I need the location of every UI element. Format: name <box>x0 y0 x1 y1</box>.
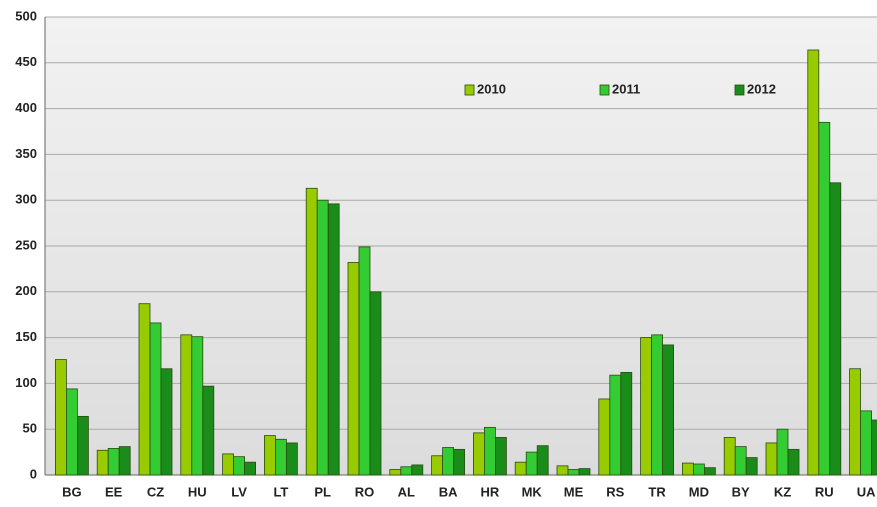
x-tick-label: MD <box>689 484 709 499</box>
bar <box>494 437 507 476</box>
bar <box>138 303 151 476</box>
bar <box>483 426 496 476</box>
y-tick-label: 500 <box>15 8 37 23</box>
bar <box>598 398 611 476</box>
bar <box>776 428 789 476</box>
x-tick-label: RS <box>606 484 624 499</box>
bar <box>765 442 778 476</box>
bar <box>118 446 131 476</box>
bar <box>651 334 663 476</box>
x-tick-label: BA <box>439 484 458 499</box>
legend-swatch <box>734 84 745 96</box>
bar <box>66 388 78 476</box>
bar <box>682 462 694 476</box>
bar <box>453 448 466 476</box>
bar <box>389 469 402 476</box>
legend-swatch <box>464 84 475 96</box>
bar <box>860 410 872 476</box>
bar <box>620 372 633 476</box>
x-tick-label: TR <box>648 484 666 499</box>
bar <box>305 187 318 476</box>
bar <box>180 334 193 476</box>
bar <box>536 445 549 476</box>
bar <box>358 246 371 476</box>
bar <box>233 456 246 476</box>
legend-label: 2012 <box>747 81 776 96</box>
x-tick-label: BG <box>62 484 82 499</box>
bar <box>411 464 424 476</box>
bar <box>871 419 877 476</box>
bar <box>829 182 842 476</box>
bar <box>662 344 674 476</box>
bar <box>107 448 120 476</box>
x-tick-label: HR <box>481 484 500 499</box>
y-tick-label: 50 <box>23 421 37 436</box>
bar <box>787 448 800 476</box>
legend-swatch <box>599 84 610 96</box>
x-tick-label: KZ <box>774 484 791 499</box>
y-tick-label: 0 <box>30 466 37 481</box>
bar <box>244 461 257 476</box>
x-tick-label: PL <box>314 484 331 499</box>
x-tick-label: ME <box>564 484 584 499</box>
y-tick-label: 350 <box>15 146 37 161</box>
bar <box>222 453 235 476</box>
bar <box>400 466 413 476</box>
bar <box>442 447 455 476</box>
y-tick-label: 200 <box>15 283 37 298</box>
bar <box>640 337 652 476</box>
x-tick-label: CZ <box>147 484 164 499</box>
bar <box>202 385 215 476</box>
y-tick-label: 250 <box>15 237 37 252</box>
bar <box>431 455 444 476</box>
bar <box>149 322 162 476</box>
bar <box>472 432 485 476</box>
bar <box>609 374 622 476</box>
bar <box>745 457 758 476</box>
x-tick-label: RU <box>815 484 834 499</box>
x-tick-label: MK <box>522 484 543 499</box>
bar <box>693 463 705 476</box>
x-tick-label: EE <box>105 484 123 499</box>
x-tick-label: UA <box>857 484 876 499</box>
y-tick-label: 100 <box>15 375 37 390</box>
bar <box>734 446 747 476</box>
x-tick-label: HU <box>188 484 207 499</box>
bar <box>316 199 329 476</box>
x-tick-label: RO <box>355 484 375 499</box>
bar <box>55 359 67 476</box>
bar <box>369 291 382 476</box>
bar <box>347 262 360 476</box>
bar <box>578 468 591 476</box>
bar <box>77 415 89 476</box>
bar <box>807 49 820 476</box>
bar <box>96 449 109 476</box>
bar <box>525 451 538 476</box>
bar <box>818 121 831 476</box>
bar <box>514 461 527 476</box>
legend-label: 2010 <box>477 81 506 96</box>
x-tick-label: BY <box>732 484 750 499</box>
bar <box>327 203 340 476</box>
y-tick-label: 450 <box>15 54 37 69</box>
x-tick-label: AL <box>398 484 415 499</box>
bar <box>704 467 716 476</box>
legend-label: 2011 <box>612 81 640 96</box>
y-tick-label: 400 <box>15 100 37 115</box>
x-tick-label: LT <box>273 484 288 499</box>
bar <box>274 438 287 476</box>
bar <box>849 368 861 476</box>
bar <box>263 435 276 476</box>
y-tick-label: 150 <box>15 329 37 344</box>
bar <box>191 336 204 476</box>
bar <box>567 469 580 476</box>
bar <box>723 437 736 476</box>
bar <box>556 465 569 476</box>
bar <box>160 368 173 476</box>
bar <box>285 442 298 476</box>
y-tick-label: 300 <box>15 192 37 207</box>
x-tick-label: LV <box>231 484 247 499</box>
